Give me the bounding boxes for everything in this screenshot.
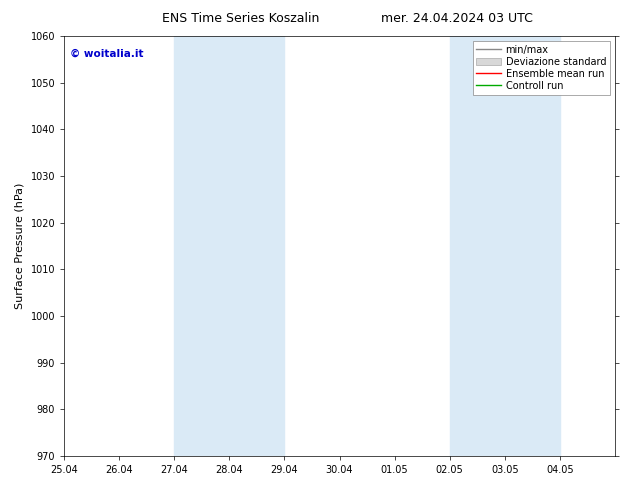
Bar [450,36,560,456]
Legend: min/max, Deviazione standard, Ensemble mean run, Controll run: min/max, Deviazione standard, Ensemble m… [472,41,610,95]
Text: ENS Time Series Koszalin: ENS Time Series Koszalin [162,12,320,25]
Text: mer. 24.04.2024 03 UTC: mer. 24.04.2024 03 UTC [380,12,533,25]
Y-axis label: Surface Pressure (hPa): Surface Pressure (hPa) [15,183,25,309]
Text: © woitalia.it: © woitalia.it [70,49,143,59]
Bar [174,36,285,456]
